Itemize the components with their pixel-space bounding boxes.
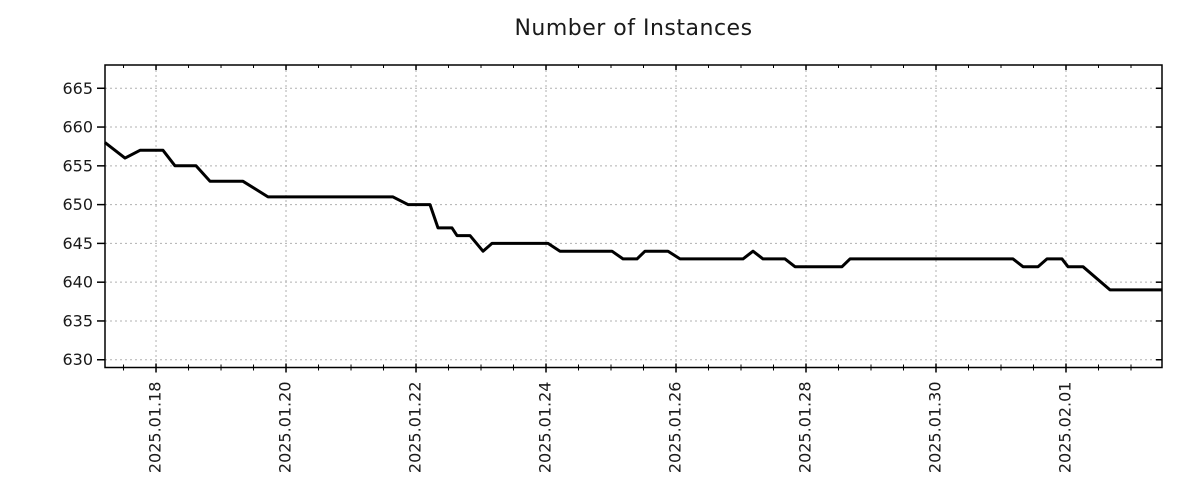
chart-title: Number of Instances <box>514 16 753 41</box>
x-tick-label: 2025.01.24 <box>536 382 555 474</box>
x-tick-label: 2025.01.30 <box>926 382 945 474</box>
y-tick-label: 635 <box>62 311 93 330</box>
x-tick-label: 2025.01.28 <box>796 382 815 474</box>
plot-border <box>104 64 1163 369</box>
y-tick-label: 655 <box>62 156 93 175</box>
x-tick-label: 2025.01.18 <box>146 382 165 474</box>
y-tick-label: 660 <box>62 118 93 137</box>
axes-group <box>97 64 1163 373</box>
x-tick-label: 2025.02.01 <box>1055 382 1074 474</box>
series-group <box>104 141 1162 292</box>
x-tick-label: 2025.01.20 <box>276 382 295 474</box>
x-tick-label: 2025.01.22 <box>406 382 425 474</box>
tick-labels-group: 630 635 640 645 650 655 660 665 2025.01.18 2025.0… <box>62 79 1074 473</box>
y-tick-label: 645 <box>62 234 93 253</box>
y-tick-label: 665 <box>62 79 93 98</box>
y-tick-label: 640 <box>62 273 93 292</box>
y-tick-label: 650 <box>62 195 93 214</box>
grid-group <box>105 65 1162 368</box>
series-line <box>104 141 1162 292</box>
x-tick-label: 2025.01.26 <box>666 382 685 474</box>
y-tick-label: 630 <box>62 350 93 369</box>
